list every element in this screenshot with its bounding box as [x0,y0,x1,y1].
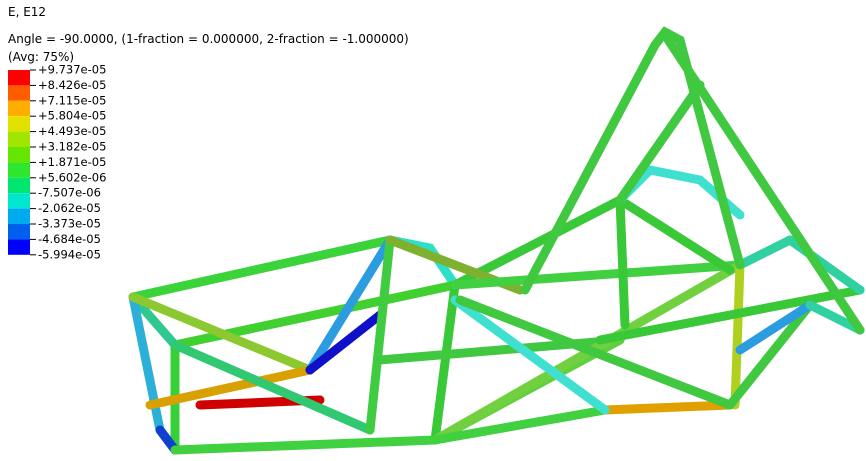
legend-label: -4.684e-05 [38,232,101,246]
legend-swatch [8,193,30,209]
legend-swatch [8,239,30,255]
legend-swatch [8,85,30,101]
legend-label: -7.507e-06 [38,186,101,200]
legend-swatch [8,224,30,240]
legend-label: +3.182e-05 [38,140,106,154]
legend-label: -3.373e-05 [38,217,101,231]
frame-model [128,26,865,455]
legend-label: +5.602e-06 [38,170,106,184]
legend-label: +7.115e-05 [38,93,106,107]
legend-label: +4.493e-05 [38,124,106,138]
legend-label: +8.426e-05 [38,78,106,92]
legend-label: +5.804e-05 [38,109,106,123]
legend-label: +9.737e-05 [38,63,106,77]
legend-label: -5.994e-05 [38,247,101,261]
legend-swatch [8,162,30,178]
legend-swatch [8,177,30,194]
legend-swatch [8,131,30,147]
result-angle: Angle = -90.0000, (1-fraction = 0.000000… [8,32,409,46]
legend-swatch [8,116,30,132]
legend-label: -2.062e-05 [38,201,101,215]
legend: +9.737e-05+8.426e-05+7.115e-05 +5.804e-05… [8,63,106,261]
legend-swatch [8,147,30,163]
result-averaging: (Avg: 75%) [8,50,74,64]
legend-swatch [8,208,30,224]
legend-swatch [8,100,30,117]
result-title: E, E12 [8,5,46,19]
legend-label: +1.871e-05 [38,155,106,169]
legend-swatch [8,70,30,86]
